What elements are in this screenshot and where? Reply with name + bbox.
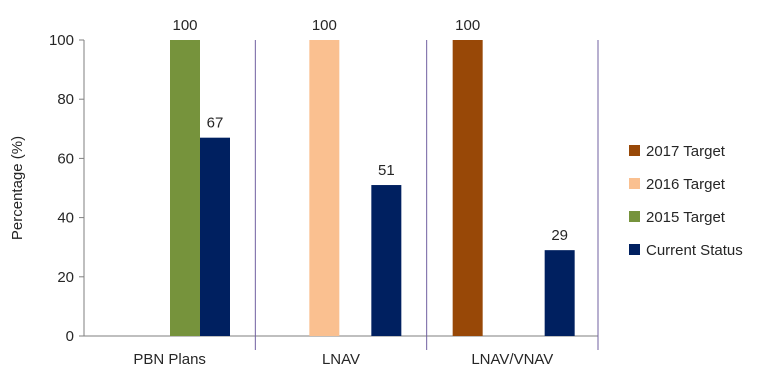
bar-current-status-lnav bbox=[371, 185, 402, 336]
legend-swatch-current-status bbox=[629, 244, 640, 255]
data-label: 100 bbox=[312, 17, 337, 34]
bar-current-status-pbn-plans bbox=[200, 137, 230, 336]
x-tick-label-pbn-plans: PBN Plans bbox=[133, 351, 206, 368]
data-label: 100 bbox=[172, 17, 197, 34]
legend: 2017 Target 2016 Target 2015 Target Current… bbox=[629, 143, 743, 259]
data-label: 67 bbox=[207, 115, 224, 132]
y-tick-label: 40 bbox=[57, 210, 74, 227]
bar-current-status-lnav-vnav bbox=[544, 250, 575, 336]
data-label: 29 bbox=[551, 227, 568, 244]
x-tick-label-lnav-vnav: LNAV/VNAV bbox=[471, 351, 553, 368]
bar-2015-target-pbn-plans bbox=[170, 40, 200, 336]
legend-swatch-2015-target bbox=[629, 211, 640, 222]
data-label: 100 bbox=[455, 17, 480, 34]
y-tick-label: 20 bbox=[57, 269, 74, 286]
y-tick-label: 0 bbox=[66, 328, 74, 345]
bar-2016-target-lnav bbox=[309, 40, 340, 336]
plot-area: 0 20 40 60 80 100 PBN Plans LNAV LNAV/VNAV 100 100… bbox=[49, 17, 599, 368]
legend-swatch-2016-target bbox=[629, 178, 640, 189]
data-label: 51 bbox=[378, 162, 395, 179]
bar-2017-target-lnav-vnav bbox=[452, 40, 483, 336]
y-axis-title: Percentage (%) bbox=[9, 136, 26, 240]
legend-label-2017-target: 2017 Target bbox=[646, 143, 726, 160]
legend-label-current-status: Current Status bbox=[646, 242, 743, 259]
y-tick-label: 100 bbox=[49, 32, 74, 49]
y-tick-label: 80 bbox=[57, 91, 74, 108]
x-tick-label-lnav: LNAV bbox=[322, 351, 360, 368]
legend-swatch-2017-target bbox=[629, 145, 640, 156]
legend-label-2016-target: 2016 Target bbox=[646, 176, 726, 193]
y-tick-label: 60 bbox=[57, 150, 74, 167]
legend-label-2015-target: 2015 Target bbox=[646, 209, 726, 226]
